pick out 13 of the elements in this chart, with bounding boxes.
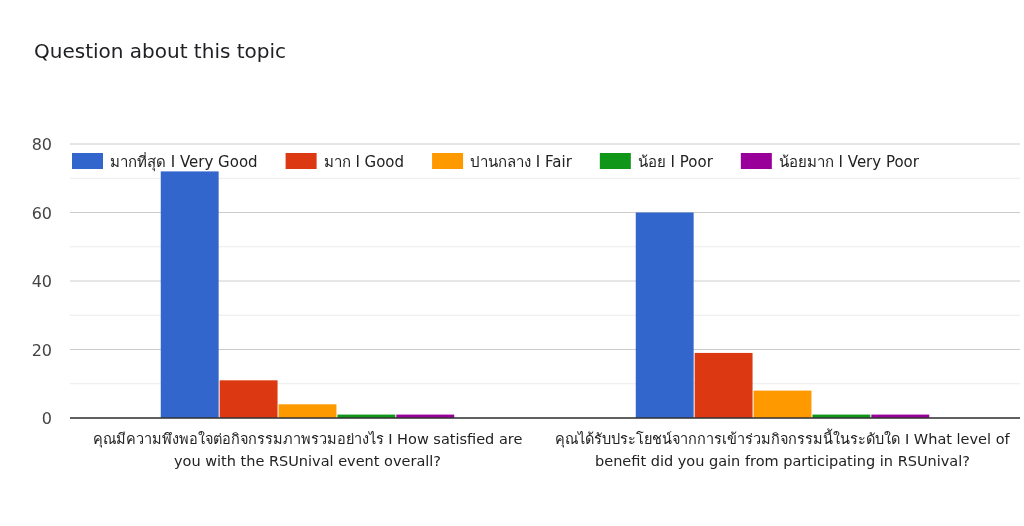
y-tick-label: 0 xyxy=(41,409,52,428)
legend-label: น้อย I Poor xyxy=(637,153,714,171)
legend-label: ปานกลาง I Fair xyxy=(470,153,573,171)
x-tick-label: คุณมีความพึงพอใจต่อกิจกรรมภาพรวมอย่างไร I How satisfied are you with the RSUnival event overall? xyxy=(92,430,523,469)
legend-label: มาก I Good xyxy=(323,153,405,171)
y-tick-label: 20 xyxy=(31,340,52,360)
legend-label: มากที่สุด I Very Good xyxy=(110,151,258,172)
y-tick-label: 40 xyxy=(31,272,52,291)
legend-label: น้อยมาก I Very Poor xyxy=(778,153,920,171)
x-tick-label: คุณได้รับประโยชน์จากการเข้าร่วมกิจกรรมนี้ในระดับใด I What level of benefit did you gain from participating in RSUnival? xyxy=(555,428,1011,469)
y-tick-label: 80 xyxy=(31,135,52,154)
y-tick-label: 60 xyxy=(31,203,52,223)
title: Question about this topic xyxy=(34,39,287,63)
